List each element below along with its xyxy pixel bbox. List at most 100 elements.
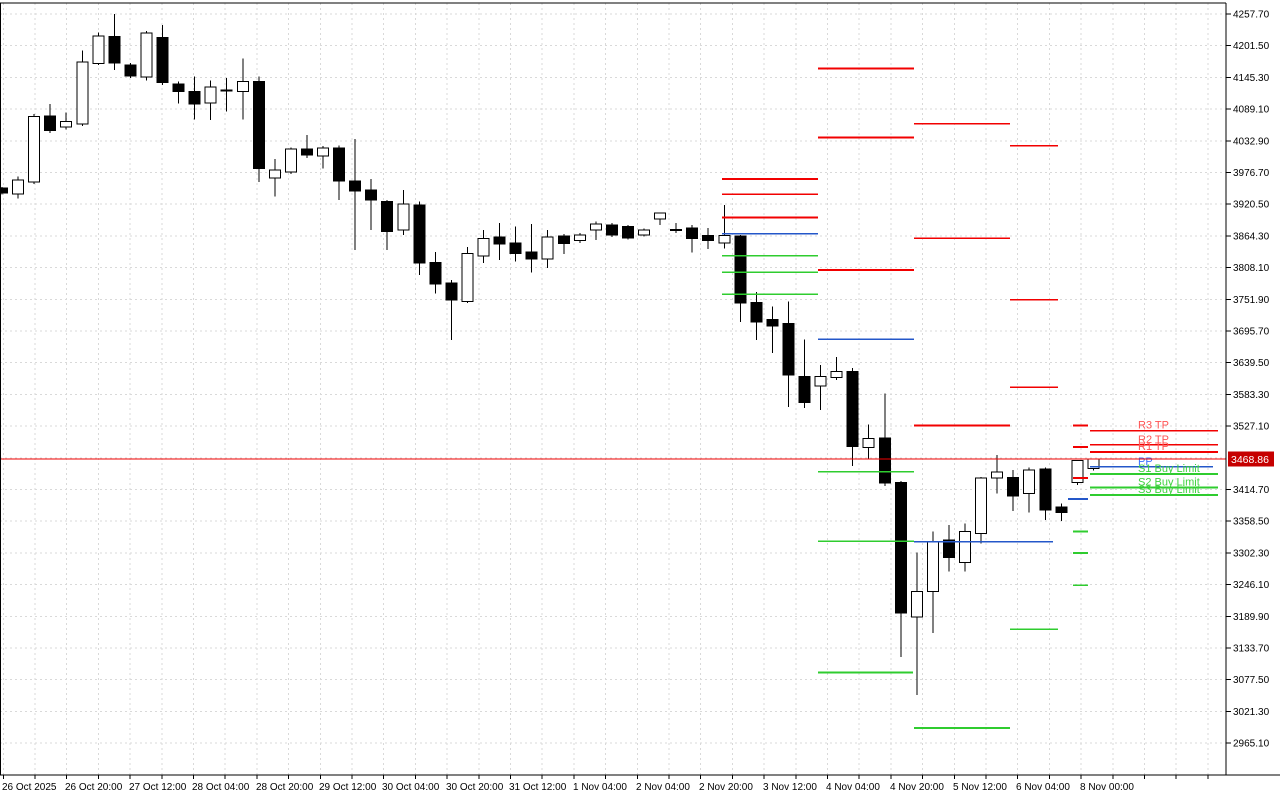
candle-body: [461, 253, 474, 302]
candle: [284, 147, 297, 175]
price-tick-label: 3021.30: [1233, 707, 1270, 718]
candle-body: [300, 148, 313, 156]
candle: [589, 221, 602, 241]
current-price-badge-bg: [1228, 451, 1274, 467]
candle-body: [910, 590, 923, 618]
candle: [814, 365, 827, 410]
candle-body: [638, 229, 650, 236]
price-tick-label: 2965.10: [1233, 739, 1270, 750]
time-tick-label: 30 Oct 04:00: [382, 782, 440, 793]
candle: [156, 25, 169, 85]
time-tick-label: 28 Oct 20:00: [256, 782, 314, 793]
candle: [461, 246, 474, 304]
time-tick-label: 6 Nov 04:00: [1016, 782, 1070, 793]
candle-body: [156, 37, 169, 84]
candle: [798, 339, 811, 409]
candle-body: [959, 531, 971, 564]
price-tick-label: 3920.50: [1233, 200, 1270, 211]
candle: [1023, 467, 1036, 513]
time-tick-label: 8 Nov 00:00: [1080, 782, 1134, 793]
candle-body: [654, 212, 667, 220]
candle-body: [750, 302, 763, 323]
time-tick-label: 31 Oct 12:00: [509, 782, 567, 793]
candle-body: [204, 86, 217, 104]
pivot-line-label: S2 Buy Limit: [1138, 477, 1200, 489]
candles: [0, 14, 1100, 696]
candle-body: [718, 235, 731, 244]
candle-body: [413, 204, 426, 264]
candle-body: [878, 437, 891, 484]
candle-body: [782, 322, 795, 376]
candle: [910, 552, 923, 696]
candle-body: [1071, 460, 1084, 484]
candle-body: [493, 236, 506, 245]
price-tick-label: 4089.10: [1233, 105, 1270, 116]
candle: [381, 199, 394, 251]
candle: [413, 201, 426, 275]
candle-body: [1039, 468, 1052, 511]
candle: [333, 145, 346, 200]
candle: [429, 251, 442, 294]
candle: [766, 306, 779, 353]
candle-body: [349, 180, 362, 192]
candle: [959, 523, 971, 572]
candle-body: [846, 370, 859, 447]
candle: [1087, 458, 1100, 471]
candle: [573, 233, 586, 243]
candle: [268, 158, 281, 197]
candle-body: [284, 148, 297, 173]
candle: [750, 291, 763, 340]
candle: [76, 50, 89, 127]
time-tick-label: 4 Nov 20:00: [890, 782, 944, 793]
candle: [188, 76, 201, 120]
candle-body: [445, 282, 458, 301]
candle-body: [333, 147, 346, 182]
time-tick-label: 29 Oct 12:00: [319, 782, 377, 793]
candle-body: [92, 35, 105, 64]
time-tick-label: 5 Nov 12:00: [953, 782, 1007, 793]
pivot-line-label: R3 TP: [1138, 420, 1169, 432]
candle-body: [702, 235, 715, 242]
candle-body: [44, 115, 57, 132]
candle-body: [188, 91, 201, 105]
candle: [942, 524, 955, 572]
pivot-line-label: R1 TP: [1138, 441, 1169, 453]
price-tick-label: 3358.50: [1233, 517, 1270, 528]
candle: [718, 205, 731, 249]
price-tick-label: 3133.70: [1233, 644, 1270, 655]
candle: [108, 14, 121, 71]
candle: [300, 135, 313, 159]
candle-body: [0, 187, 8, 194]
time-tick-label: 28 Oct 04:00: [192, 782, 250, 793]
candle-body: [236, 81, 249, 93]
candle: [92, 32, 105, 66]
price-tick-label: 4201.50: [1233, 41, 1270, 52]
candle-body: [525, 251, 538, 260]
candle-body: [381, 201, 394, 233]
candle: [172, 81, 185, 104]
candle-body: [108, 35, 121, 64]
candle: [252, 76, 265, 182]
price-tick-label: 3527.10: [1233, 422, 1270, 433]
candle: [236, 58, 249, 120]
candle: [12, 176, 25, 199]
time-tick-label: 4 Nov 04:00: [826, 782, 880, 793]
time-tick-label: 30 Oct 20:00: [446, 782, 504, 793]
candle: [621, 224, 634, 240]
candle: [28, 114, 41, 185]
candle-body: [477, 237, 490, 257]
candle: [0, 186, 8, 195]
candle-body: [942, 539, 955, 559]
candle-body: [28, 115, 41, 183]
price-tick-label: 3864.30: [1233, 231, 1270, 242]
candle-body: [975, 477, 988, 534]
time-tick-label: 26 Oct 20:00: [65, 782, 123, 793]
candle-body: [814, 376, 827, 387]
candle: [638, 228, 650, 237]
candle-body: [991, 471, 1004, 479]
time-tick-label: 2 Nov 04:00: [636, 782, 690, 793]
price-tick-label: 4032.90: [1233, 136, 1270, 147]
